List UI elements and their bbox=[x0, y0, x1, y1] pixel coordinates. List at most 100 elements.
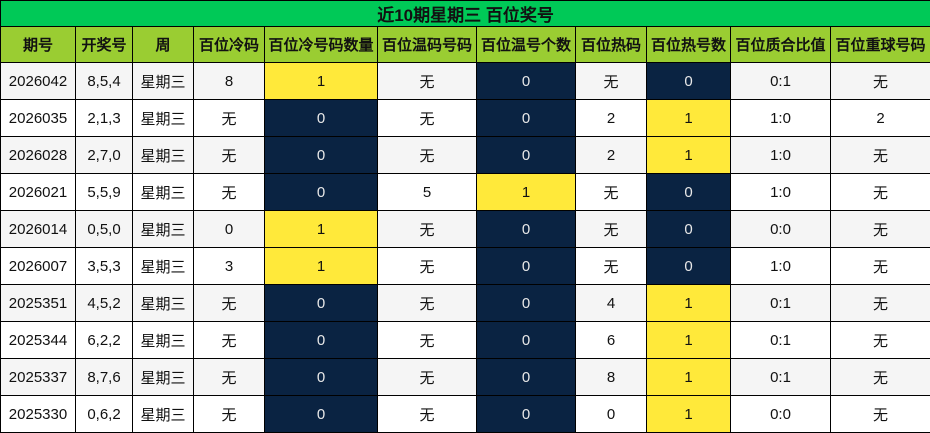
table-cell: 无 bbox=[576, 174, 647, 211]
table-cell: 2026014 bbox=[1, 211, 76, 248]
table-cell: 无 bbox=[831, 248, 930, 285]
table-cell: 2026035 bbox=[1, 100, 76, 137]
table-cell: 无 bbox=[378, 396, 477, 433]
table-cell: 2026007 bbox=[1, 248, 76, 285]
table-cell: 0 bbox=[477, 137, 576, 174]
table-cell: 0,5,0 bbox=[76, 211, 133, 248]
table-cell: 无 bbox=[378, 285, 477, 322]
table-cell: 无 bbox=[378, 100, 477, 137]
table-cell: 无 bbox=[194, 137, 265, 174]
table-cell: 2,7,0 bbox=[76, 137, 133, 174]
table-cell: 无 bbox=[831, 359, 930, 396]
table-cell: 1:0 bbox=[731, 248, 831, 285]
table-cell: 无 bbox=[831, 396, 930, 433]
table-cell: 1:0 bbox=[731, 137, 831, 174]
table-cell: 1 bbox=[647, 137, 731, 174]
table-cell: 2025337 bbox=[1, 359, 76, 396]
table-cell: 0:1 bbox=[731, 285, 831, 322]
table-cell: 3,5,3 bbox=[76, 248, 133, 285]
column-header: 百位热码 bbox=[576, 27, 647, 63]
table-cell: 1 bbox=[265, 63, 378, 100]
table-cell: 0 bbox=[265, 396, 378, 433]
table-cell: 0 bbox=[477, 211, 576, 248]
table-cell: 无 bbox=[194, 174, 265, 211]
table-cell: 8 bbox=[194, 63, 265, 100]
table-cell: 0 bbox=[265, 100, 378, 137]
table-title: 近10期星期三 百位奖号 bbox=[1, 1, 930, 27]
table-cell: 星期三 bbox=[133, 100, 194, 137]
table-cell: 无 bbox=[194, 322, 265, 359]
table-cell: 无 bbox=[831, 174, 930, 211]
table-cell: 无 bbox=[831, 322, 930, 359]
table-cell: 无 bbox=[194, 285, 265, 322]
table-cell: 0 bbox=[647, 211, 731, 248]
table-cell: 0 bbox=[265, 174, 378, 211]
table-cell: 2,1,3 bbox=[76, 100, 133, 137]
table-cell: 无 bbox=[194, 100, 265, 137]
table-cell: 0 bbox=[265, 359, 378, 396]
table-cell: 1 bbox=[647, 359, 731, 396]
table-cell: 0,6,2 bbox=[76, 396, 133, 433]
table-cell: 无 bbox=[378, 137, 477, 174]
table-cell: 8,7,6 bbox=[76, 359, 133, 396]
table-cell: 无 bbox=[378, 63, 477, 100]
table-cell: 无 bbox=[576, 211, 647, 248]
table-cell: 星期三 bbox=[133, 248, 194, 285]
table-cell: 0 bbox=[477, 359, 576, 396]
table-cell: 无 bbox=[831, 211, 930, 248]
table-cell: 0 bbox=[576, 396, 647, 433]
table-cell: 0 bbox=[265, 137, 378, 174]
table-cell: 2026021 bbox=[1, 174, 76, 211]
table-cell: 5 bbox=[378, 174, 477, 211]
table-cell: 1 bbox=[265, 248, 378, 285]
table-cell: 2025330 bbox=[1, 396, 76, 433]
table-cell: 1 bbox=[647, 100, 731, 137]
table-cell: 0 bbox=[194, 211, 265, 248]
table-cell: 1 bbox=[265, 211, 378, 248]
table-cell: 无 bbox=[378, 359, 477, 396]
table-cell: 0 bbox=[265, 322, 378, 359]
column-header: 百位温码号码 bbox=[378, 27, 477, 63]
table-cell: 0 bbox=[477, 322, 576, 359]
table-cell: 4 bbox=[576, 285, 647, 322]
table-cell: 0 bbox=[647, 248, 731, 285]
table-cell: 1 bbox=[477, 174, 576, 211]
table-cell: 1 bbox=[647, 396, 731, 433]
table-cell: 星期三 bbox=[133, 285, 194, 322]
table-cell: 无 bbox=[378, 248, 477, 285]
table-cell: 0:1 bbox=[731, 359, 831, 396]
header-row: 期号开奖号周百位冷码百位冷号码数量百位温码号码百位温号个数百位热码百位热号数百位… bbox=[1, 27, 930, 63]
table-cell: 3 bbox=[194, 248, 265, 285]
table-cell: 6,2,2 bbox=[76, 322, 133, 359]
column-header: 百位温号个数 bbox=[477, 27, 576, 63]
table-cell: 0 bbox=[477, 285, 576, 322]
table-cell: 1 bbox=[647, 322, 731, 359]
table-cell: 0:0 bbox=[731, 211, 831, 248]
column-header: 百位冷号码数量 bbox=[265, 27, 378, 63]
table-cell: 0:1 bbox=[731, 63, 831, 100]
table-cell: 星期三 bbox=[133, 174, 194, 211]
column-header: 百位质合比值 bbox=[731, 27, 831, 63]
column-header: 百位重球号码 bbox=[831, 27, 930, 63]
table-cell: 2026042 bbox=[1, 63, 76, 100]
table-cell: 1:0 bbox=[731, 100, 831, 137]
column-header: 百位热号数 bbox=[647, 27, 731, 63]
table-cell: 4,5,2 bbox=[76, 285, 133, 322]
table-cell: 无 bbox=[576, 63, 647, 100]
table-cell: 星期三 bbox=[133, 63, 194, 100]
table-cell: 2 bbox=[576, 137, 647, 174]
column-header: 期号 bbox=[1, 27, 76, 63]
column-header: 开奖号 bbox=[76, 27, 133, 63]
table-cell: 0:1 bbox=[731, 322, 831, 359]
table-cell: 无 bbox=[576, 248, 647, 285]
table-cell: 1:0 bbox=[731, 174, 831, 211]
